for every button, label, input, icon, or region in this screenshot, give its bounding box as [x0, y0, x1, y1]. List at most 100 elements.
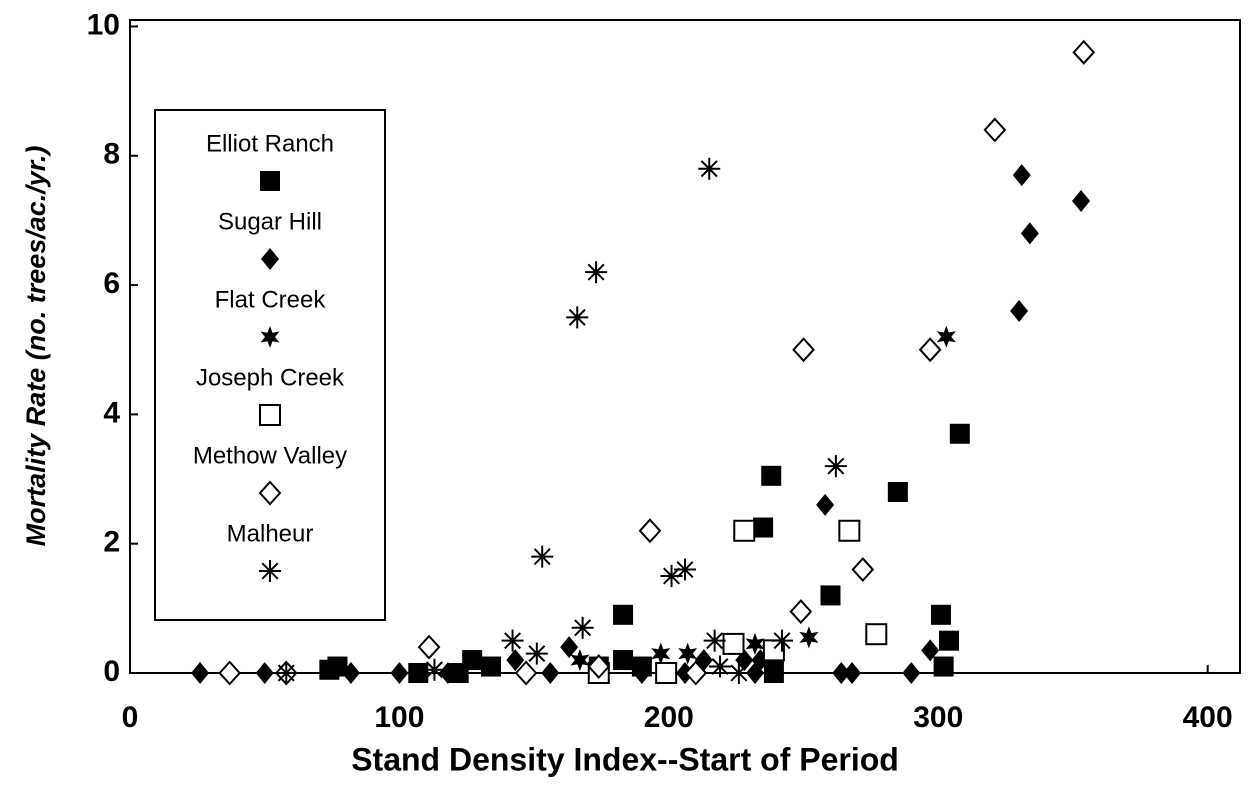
- legend-label: Joseph Creek: [196, 364, 345, 391]
- y-tick-label: 10: [87, 8, 120, 41]
- point: [638, 518, 662, 544]
- point: [887, 481, 908, 502]
- point: [843, 662, 862, 684]
- point: [820, 585, 841, 606]
- point: [506, 649, 525, 672]
- legend-label: Methow Valley: [193, 442, 347, 469]
- legend-marker: [258, 480, 282, 506]
- legend-marker: [260, 171, 280, 191]
- point: [438, 662, 457, 684]
- point: [525, 642, 548, 665]
- x-tick-label: 300: [913, 701, 963, 734]
- point: [1020, 222, 1039, 245]
- point: [674, 558, 696, 581]
- x-tick-label: 200: [644, 701, 694, 734]
- point: [541, 662, 560, 684]
- point: [571, 616, 594, 639]
- point: [613, 604, 634, 625]
- point: [753, 517, 774, 538]
- point: [762, 639, 785, 662]
- point: [1010, 299, 1029, 322]
- point: [327, 656, 348, 677]
- point: [763, 663, 784, 683]
- point: [684, 660, 708, 686]
- x-axis-label: Stand Density Index--Start of Period: [351, 741, 899, 777]
- point: [1072, 39, 1096, 65]
- point: [832, 662, 851, 684]
- point: [761, 465, 782, 486]
- point: [921, 639, 940, 662]
- point: [1072, 190, 1091, 213]
- legend-label: Flat Creek: [215, 286, 327, 313]
- point: [423, 658, 446, 681]
- point: [933, 656, 954, 677]
- point: [939, 630, 960, 651]
- point: [514, 660, 538, 686]
- point: [462, 650, 483, 671]
- point: [727, 662, 750, 684]
- point: [587, 654, 611, 680]
- point: [560, 636, 579, 659]
- point: [722, 632, 745, 655]
- point: [770, 629, 793, 652]
- point: [745, 632, 765, 655]
- legend-box: [154, 109, 386, 621]
- legend-label: Sugar Hill: [218, 208, 322, 235]
- point: [936, 325, 956, 348]
- point: [585, 261, 608, 284]
- point: [902, 662, 921, 684]
- point: [566, 306, 589, 329]
- y-axis-label: Mortality Rate (no. trees/ac./yr.): [21, 146, 51, 547]
- legend-label: Malheur: [227, 520, 314, 547]
- y-tick-label: 6: [103, 267, 120, 300]
- point: [865, 623, 888, 646]
- point: [660, 565, 683, 588]
- legend-marker: [260, 326, 280, 348]
- y-tick-label: 8: [103, 138, 120, 171]
- point: [709, 655, 732, 678]
- point: [632, 662, 651, 684]
- point: [390, 662, 409, 684]
- point: [789, 599, 813, 625]
- point: [930, 604, 951, 625]
- point: [799, 626, 819, 649]
- point: [341, 662, 360, 684]
- point: [949, 423, 970, 444]
- point: [613, 650, 634, 671]
- point: [824, 455, 847, 478]
- point: [655, 662, 678, 684]
- point: [1012, 164, 1031, 187]
- point: [408, 663, 429, 683]
- point: [218, 660, 242, 686]
- point: [481, 656, 502, 677]
- x-tick-label: 100: [374, 701, 424, 734]
- point: [417, 634, 441, 660]
- legend-marker: [259, 560, 281, 582]
- legend-marker: [259, 404, 281, 426]
- point: [651, 642, 671, 665]
- point: [678, 642, 698, 665]
- point: [570, 649, 590, 672]
- point: [531, 545, 554, 568]
- point: [851, 557, 875, 583]
- point: [792, 337, 815, 363]
- y-tick-label: 0: [103, 655, 120, 688]
- point: [983, 117, 1007, 143]
- point: [703, 629, 726, 652]
- y-tick-label: 2: [103, 526, 120, 559]
- y-tick-label: 4: [103, 396, 120, 429]
- x-tick-label: 0: [122, 701, 139, 734]
- legend-marker: [261, 248, 279, 270]
- point: [255, 662, 274, 684]
- x-tick-label: 400: [1183, 701, 1233, 734]
- point: [733, 519, 756, 542]
- point: [191, 662, 210, 684]
- point: [816, 493, 835, 516]
- legend-label: Elliot Ranch: [206, 130, 334, 157]
- point: [698, 157, 721, 180]
- point: [838, 519, 861, 542]
- point: [275, 662, 298, 684]
- point: [501, 629, 524, 652]
- point: [918, 337, 942, 363]
